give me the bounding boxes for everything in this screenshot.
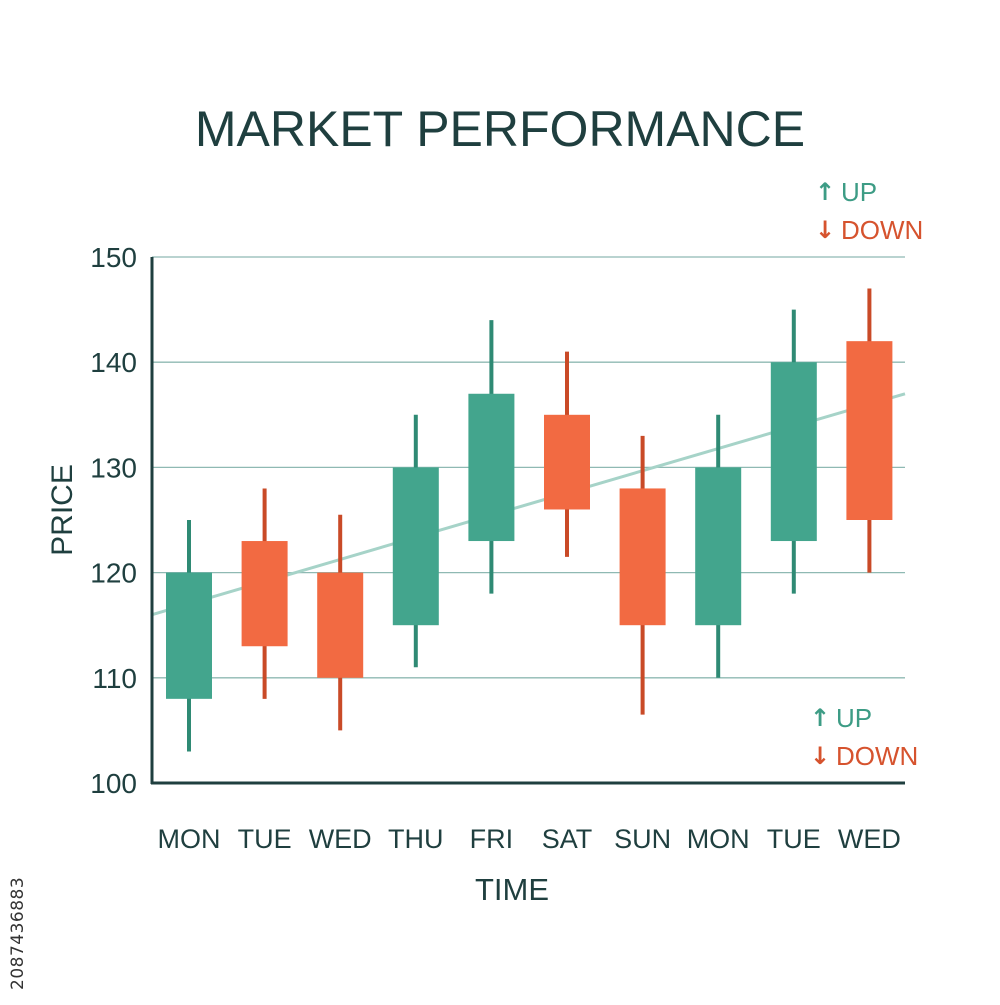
legend-bottom-right: ↑ UP↓ DOWN <box>810 703 918 771</box>
legend-label: DOWN <box>836 741 918 771</box>
legend-label: DOWN <box>841 215 923 245</box>
x-tick-label: SAT <box>542 824 593 854</box>
candle-up <box>468 320 515 594</box>
x-tick-label: SUN <box>614 824 671 854</box>
chart-title: MARKET PERFORMANCE <box>195 101 805 157</box>
candle-body <box>468 393 515 542</box>
y-axis-label: PRICE <box>46 464 79 556</box>
legend-top-right: ↑ UP↓ DOWN <box>815 177 923 245</box>
down-arrow-icon: ↓ <box>810 742 830 770</box>
candle-body <box>392 467 439 626</box>
candle-down <box>317 514 364 731</box>
candle-down <box>846 288 893 573</box>
x-tick-label: MON <box>158 824 221 854</box>
x-axis-label: TIME <box>475 872 549 907</box>
up-arrow-icon: ↑ <box>810 704 830 732</box>
candle-body <box>544 414 590 510</box>
candle-down <box>241 488 288 699</box>
y-tick-label: 150 <box>90 242 137 273</box>
candle-body <box>317 572 364 678</box>
candle-up <box>770 309 817 594</box>
x-tick-label: FRI <box>470 824 514 854</box>
tick-labels: 100 110 120 130 140 150 MON TUE WED THU FRI SAT SUN M… <box>90 242 901 854</box>
candle-body <box>166 572 212 699</box>
candle-up <box>166 520 212 752</box>
candle-down <box>619 435 666 715</box>
y-tick-label: 110 <box>92 663 137 694</box>
x-tick-label: MON <box>687 824 750 854</box>
axes <box>150 257 905 785</box>
candle-body <box>695 467 742 626</box>
x-tick-label: WED <box>309 824 372 854</box>
candle-body <box>770 362 817 542</box>
legend-label: UP <box>836 703 872 733</box>
up-arrow-icon: ↑ <box>815 178 835 206</box>
candle-down <box>544 351 590 557</box>
y-tick-label: 130 <box>90 452 137 483</box>
x-tick-label: TUE <box>767 824 821 854</box>
y-tick-label: 140 <box>90 347 137 378</box>
candle-body <box>619 488 666 626</box>
down-arrow-icon: ↓ <box>815 216 835 244</box>
candle-body <box>241 541 288 647</box>
candle-up <box>392 414 439 668</box>
candle-up <box>695 414 742 678</box>
legend-label: UP <box>841 177 877 207</box>
x-tick-label: TUE <box>238 824 292 854</box>
y-tick-label: 120 <box>90 558 137 589</box>
legends: ↑ UP↓ DOWN↑ UP↓ DOWN <box>810 177 923 771</box>
x-tick-label: THU <box>388 824 444 854</box>
candle-body <box>846 341 893 520</box>
y-tick-label: 100 <box>90 768 137 799</box>
candles <box>166 288 893 752</box>
x-tick-label: WED <box>838 824 901 854</box>
side-id-text: 2087436883 <box>8 876 28 990</box>
